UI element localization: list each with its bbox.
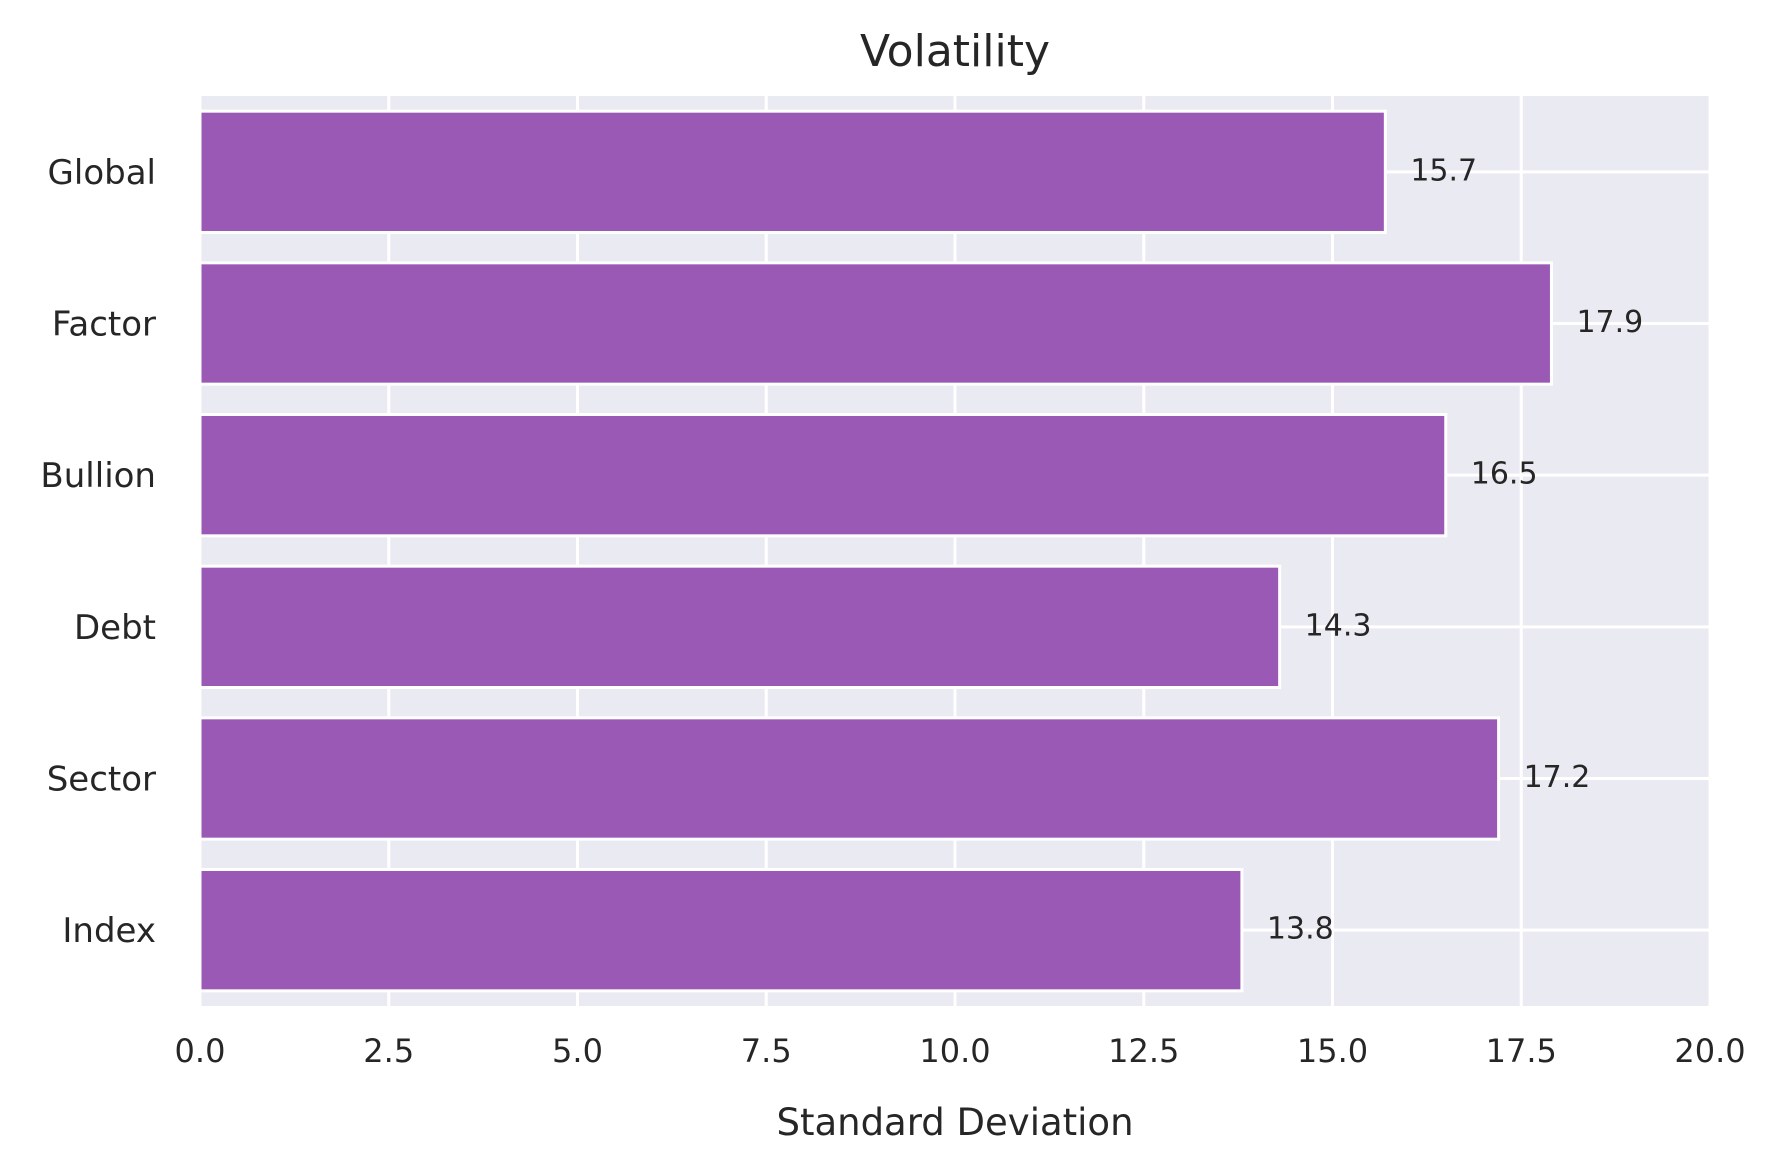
data-label-sector: 17.2 (1524, 760, 1591, 795)
y-tick-label: Index (62, 911, 156, 951)
y-tick-label: Bullion (40, 456, 156, 496)
data-label-factor: 17.9 (1576, 305, 1643, 340)
chart-title: Volatility (860, 26, 1050, 77)
bars (198, 109, 1553, 993)
x-tick-label: 12.5 (1108, 1032, 1179, 1070)
data-label-bullion: 16.5 (1471, 457, 1538, 492)
x-tick-label: 20.0 (1674, 1032, 1745, 1070)
x-tick-labels: 0.0 2.5 5.0 7.5 10.0 12.5 15.0 17.5 20.0 (175, 1032, 1746, 1070)
x-tick-label: 17.5 (1486, 1032, 1557, 1070)
bar-bullion (198, 413, 1448, 538)
bar-global (198, 109, 1387, 234)
x-tick-label: 2.5 (363, 1032, 414, 1070)
x-tick-label: 15.0 (1297, 1032, 1368, 1070)
x-tick-label: 10.0 (919, 1032, 990, 1070)
data-labels: 13.8 17.2 14.3 16.5 17.9 15.7 (1267, 153, 1643, 946)
y-tick-label: Debt (74, 608, 156, 648)
data-label-debt: 14.3 (1305, 608, 1372, 643)
y-tick-label: Sector (47, 760, 156, 800)
x-tick-label: 5.0 (552, 1032, 603, 1070)
data-label-global: 15.7 (1410, 153, 1477, 188)
data-label-index: 13.8 (1267, 912, 1334, 947)
bar-index (198, 868, 1244, 993)
x-axis-label: Standard Deviation (776, 1101, 1133, 1144)
x-tick-label: 7.5 (741, 1032, 792, 1070)
bar-sector (198, 716, 1501, 841)
bar-factor (198, 261, 1553, 386)
x-tick-label: 0.0 (175, 1032, 226, 1070)
y-tick-labels: Index Sector Debt Bullion Factor Global (40, 153, 156, 951)
y-tick-label: Global (48, 153, 156, 193)
bar-debt (198, 564, 1282, 690)
y-tick-label: Factor (52, 305, 156, 345)
